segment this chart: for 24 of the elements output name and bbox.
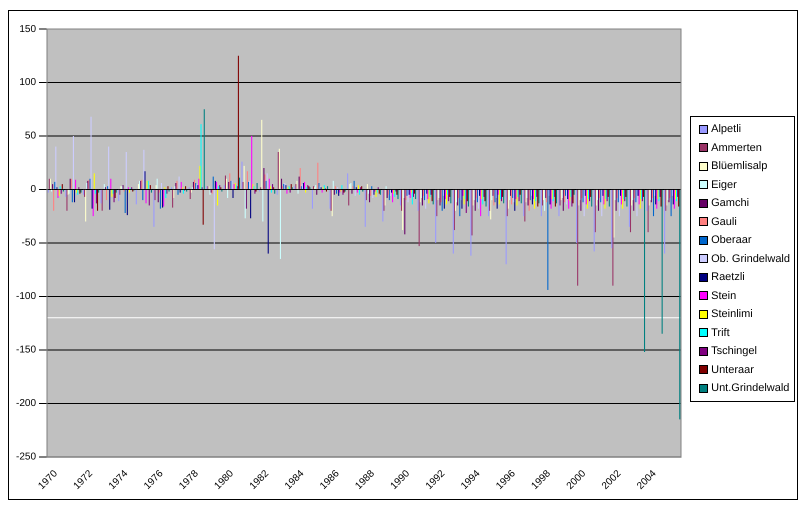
- y-tick-label: 50: [24, 130, 36, 142]
- legend-label: Stein: [711, 288, 736, 304]
- y-tick-label: -150: [16, 344, 36, 356]
- y-tick-label: -250: [16, 452, 36, 463]
- legend-label: Gamchi: [711, 196, 750, 211]
- legend-label: Alpetli: [711, 122, 742, 137]
- legend-label: Ammerten: [711, 140, 762, 156]
- legend-label: Unt.Grindelwald: [711, 381, 790, 396]
- y-tick-label: -200: [16, 398, 36, 410]
- legend-label: Oberaar: [711, 233, 752, 248]
- legend-label: Eiger: [711, 178, 737, 192]
- y-tick-label: 100: [19, 77, 36, 88]
- legend-label: Gauli: [711, 214, 737, 230]
- y-tick-label: -100: [16, 291, 36, 302]
- y-tick-label: 0: [30, 184, 36, 196]
- legend-label: Ob. Grindelwald: [711, 252, 790, 266]
- legend-label: Raetzli: [711, 270, 745, 285]
- legend-label: Steinlimi: [711, 307, 753, 322]
- legend-label: Tschingel: [711, 344, 757, 359]
- y-tick-label: -50: [22, 238, 36, 249]
- legend-label: Unteraar: [711, 362, 754, 378]
- legend-label: Trift: [711, 326, 730, 340]
- y-tick-label: 150: [19, 24, 36, 35]
- legend-label: Blüemlisalp: [711, 159, 768, 174]
